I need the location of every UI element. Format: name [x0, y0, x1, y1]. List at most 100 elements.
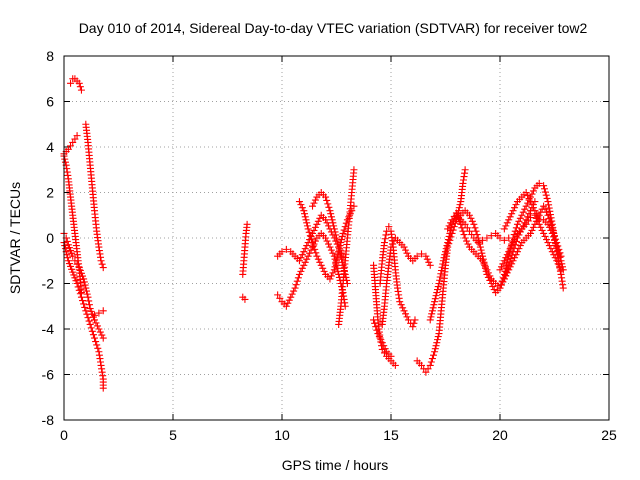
data-point: [95, 325, 103, 333]
data-point: [82, 307, 90, 315]
y-tick-label: -8: [42, 412, 55, 428]
data-point: [506, 263, 514, 271]
data-point: [540, 202, 548, 210]
data-point: [282, 302, 290, 310]
data-point: [428, 307, 436, 315]
data-point: [81, 303, 89, 311]
data-point: [302, 216, 310, 224]
x-axis-label: GPS time / hours: [282, 457, 389, 473]
data-point: [313, 220, 321, 228]
data-point: [426, 316, 434, 324]
data-point: [529, 187, 537, 195]
data-point: [293, 277, 301, 285]
data-point: [481, 264, 489, 272]
data-point: [545, 204, 553, 212]
data-point: [476, 240, 484, 248]
data-point: [380, 342, 388, 350]
data-point: [535, 179, 543, 187]
data-point: [432, 342, 440, 350]
data-point: [437, 267, 445, 274]
data-point: [497, 263, 505, 271]
data-point: [295, 257, 303, 265]
data-point: [499, 260, 507, 268]
data-point: [312, 249, 320, 257]
data-point: [69, 252, 77, 260]
data-point: [73, 132, 81, 140]
data-point: [310, 199, 318, 207]
data-point: [314, 255, 322, 263]
data-point: [338, 232, 346, 240]
data-point: [433, 339, 441, 347]
series-arc-1d: [67, 75, 85, 94]
data-point: [428, 355, 436, 363]
data-point: [503, 261, 511, 269]
data-point: [471, 224, 479, 232]
data-point: [413, 252, 421, 260]
data-point: [333, 257, 340, 265]
data-point: [303, 255, 311, 263]
data-point: [528, 201, 536, 209]
data-point: [437, 270, 445, 278]
data-point: [434, 286, 442, 294]
data-point: [61, 155, 69, 163]
data-point: [434, 336, 442, 344]
data-point: [333, 237, 341, 245]
y-tick-label: 6: [46, 94, 54, 110]
data-points: [60, 75, 567, 392]
data-point: [403, 249, 411, 257]
data-point: [547, 245, 555, 253]
data-point: [291, 284, 299, 292]
data-point: [304, 225, 312, 233]
data-point: [77, 289, 85, 297]
data-point: [298, 204, 306, 212]
data-point: [503, 258, 511, 266]
data-point: [96, 328, 104, 336]
data-point: [327, 246, 335, 254]
data-point: [551, 254, 559, 262]
data-point: [489, 283, 497, 291]
data-point: [509, 207, 517, 215]
data-point: [447, 226, 455, 234]
data-point: [511, 254, 519, 262]
data-point: [552, 235, 560, 243]
data-point: [512, 224, 520, 232]
data-point: [303, 222, 311, 230]
data-point: [480, 258, 488, 266]
data-point: [95, 309, 103, 317]
data-point: [329, 249, 337, 257]
data-point: [519, 208, 527, 216]
data-point: [334, 240, 342, 248]
data-point: [483, 270, 491, 278]
data-point: [538, 226, 546, 234]
data-point: [554, 242, 562, 250]
data-point: [519, 222, 527, 230]
data-point: [314, 217, 322, 225]
data-point: [487, 232, 495, 240]
series-arc-2: [239, 220, 251, 278]
data-point: [300, 248, 308, 256]
data-point: [513, 220, 521, 228]
data-point: [337, 252, 345, 260]
data-point: [502, 222, 510, 230]
data-point: [332, 231, 340, 239]
data-point: [545, 201, 553, 209]
data-point: [319, 264, 327, 272]
data-point: [438, 263, 446, 271]
data-point: [534, 214, 542, 222]
data-point: [444, 239, 452, 247]
data-point: [556, 263, 564, 271]
series-arc-1f: [60, 229, 107, 342]
y-axis-label: SDTVAR / TECUs: [7, 182, 23, 294]
data-point: [77, 86, 85, 94]
series-arc-7: [335, 166, 358, 328]
y-tick-labels: -8 -6 -4 -2 0 2 4 6 8: [42, 48, 55, 428]
data-point: [285, 296, 293, 304]
data-point: [376, 334, 384, 342]
data-point: [316, 258, 324, 266]
data-point: [458, 224, 466, 232]
data-point: [529, 204, 537, 212]
data-point: [323, 196, 331, 204]
data-point: [301, 258, 309, 266]
data-point: [500, 257, 508, 265]
data-point: [461, 234, 469, 242]
